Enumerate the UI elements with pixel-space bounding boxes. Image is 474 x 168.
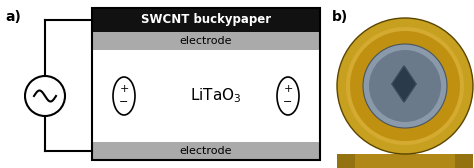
Text: −: − bbox=[283, 97, 292, 107]
Circle shape bbox=[25, 76, 65, 116]
Circle shape bbox=[369, 50, 441, 122]
Bar bbox=[92, 8, 320, 160]
Ellipse shape bbox=[113, 77, 135, 115]
Text: a): a) bbox=[5, 10, 21, 24]
Circle shape bbox=[363, 44, 447, 128]
Text: +: + bbox=[119, 84, 128, 94]
Circle shape bbox=[350, 31, 460, 141]
Bar bbox=[92, 8, 320, 32]
Text: +: + bbox=[283, 84, 292, 94]
Bar bbox=[92, 32, 320, 50]
Text: electrode: electrode bbox=[180, 146, 232, 156]
Bar bbox=[455, 154, 473, 168]
Text: LiTaO$_3$: LiTaO$_3$ bbox=[190, 87, 242, 105]
Bar bbox=[337, 154, 473, 168]
Bar bbox=[92, 142, 320, 160]
Text: −: − bbox=[119, 97, 128, 107]
Text: electrode: electrode bbox=[180, 36, 232, 46]
Bar bbox=[337, 154, 355, 168]
Text: b): b) bbox=[332, 10, 348, 24]
Ellipse shape bbox=[277, 77, 299, 115]
Text: SWCNT buckypaper: SWCNT buckypaper bbox=[141, 13, 271, 27]
Bar bbox=[92, 50, 320, 142]
Circle shape bbox=[337, 18, 473, 154]
Polygon shape bbox=[392, 66, 416, 102]
Circle shape bbox=[346, 27, 464, 145]
